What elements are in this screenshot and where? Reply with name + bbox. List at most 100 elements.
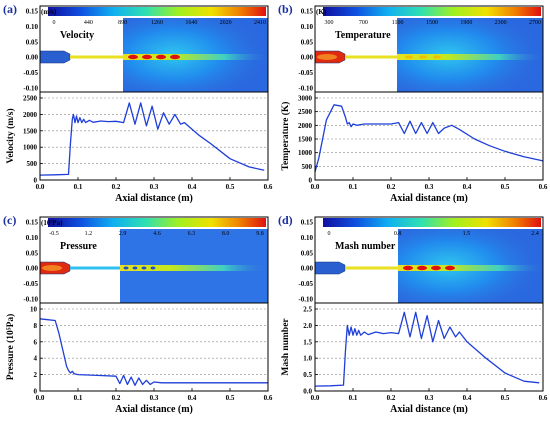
shock-cell: [405, 55, 413, 59]
x-tick-label: 0.5: [226, 394, 235, 402]
contour-y-tick-label: 0.00: [301, 54, 314, 62]
y-tick-label: 1500: [23, 127, 38, 135]
colorbar-tick-label: 1.2: [85, 231, 93, 237]
shock-cell: [123, 266, 129, 270]
contour-y-tick-label: 0.05: [26, 249, 39, 257]
y-tick-label: 500: [27, 160, 38, 168]
plot-area: [40, 92, 268, 180]
contour-y-tick-label: -0.10: [298, 296, 313, 304]
y-tick-label: 500: [302, 163, 313, 171]
jet-line: [70, 266, 120, 270]
panel-letter: (a): [3, 2, 17, 16]
x-tick-label: 0.4: [463, 183, 472, 191]
x-axis-label: Axial distance (m): [115, 193, 193, 204]
plot-area: [315, 92, 543, 180]
shock-cell: [403, 265, 413, 271]
shock-cell: [142, 54, 152, 60]
x-tick-label: 0.6: [539, 183, 548, 191]
y-tick-label: 8: [34, 322, 38, 330]
x-tick-label: 0.3: [150, 394, 159, 402]
contour-y-tick-label: 0.05: [301, 249, 314, 257]
shock-cell: [417, 265, 427, 271]
colorbar-tick-label: 1260: [151, 20, 163, 26]
y-tick-label: 2000: [298, 122, 313, 130]
y-tick-label: 2.5: [303, 306, 312, 314]
data-line: [39, 102, 265, 176]
jet-line: [70, 55, 123, 59]
y-tick-label: 2: [34, 371, 38, 379]
shock-cell: [445, 265, 455, 271]
contour-y-tick-label: 0.10: [301, 23, 314, 31]
contour-y-tick-label: 0.00: [26, 265, 39, 273]
x-tick-label: 0.1: [74, 394, 83, 402]
panel-c: (c)-0.5 1.2 2.9 4.6 6.3 8.0 9.80.150.100.050.0…: [3, 213, 273, 415]
shock-cell: [141, 266, 147, 270]
contour-y-tick-label: 0.15: [301, 8, 314, 16]
field-name-label: Pressure: [60, 241, 97, 252]
y-tick-label: 10: [30, 306, 38, 314]
nozzle: [314, 261, 346, 275]
y-tick-label: 0: [309, 177, 313, 185]
colorbar-tick-label: 890: [118, 20, 127, 26]
colorbar-tick-label: 0: [53, 20, 56, 26]
y-tick-label: 2000: [23, 111, 38, 119]
panel-letter: (c): [3, 213, 16, 227]
nozzle-core: [42, 265, 62, 271]
x-tick-label: 0.0: [36, 394, 45, 402]
x-tick-label: 0.4: [463, 394, 472, 402]
contour-y-tick-label: 0.15: [26, 8, 39, 16]
panel-letter: (d): [278, 213, 293, 227]
contour-y-tick-label: -0.05: [23, 280, 38, 288]
contour-y-tick-label: 0.05: [26, 38, 39, 46]
shock-cell: [431, 265, 441, 271]
jet-line: [345, 55, 397, 59]
colorbar-tick-label: 1640: [185, 20, 197, 26]
y-tick-label: 1000: [23, 144, 38, 152]
plot-frame: [314, 91, 544, 181]
x-axis-label: Axial distance (m): [115, 404, 193, 415]
x-tick-label: 0.1: [349, 183, 358, 191]
x-tick-label: 0.3: [425, 394, 434, 402]
x-tick-label: 0.3: [425, 183, 434, 191]
x-tick-label: 0.2: [387, 183, 396, 191]
colorbar-tick-label: 9.8: [256, 231, 264, 237]
jet-line: [345, 266, 398, 270]
panel-a: (a)0 440 890 1260 1640 2020 24100.150.100.050.…: [3, 2, 273, 204]
colorbar-tick-label: 700: [359, 20, 368, 26]
panel-b: (b)300 700 1100 1500 1900 2300 27000.150.100.0…: [278, 2, 548, 204]
contour-y-tick-label: -0.05: [298, 280, 313, 288]
contour-y-tick-label: 0.10: [26, 23, 39, 31]
y-axis-label: Mash number: [281, 318, 291, 376]
x-tick-label: 0.0: [311, 183, 320, 191]
contour-y-tick-label: 0.00: [301, 265, 314, 273]
field-name-label: Temperature: [335, 30, 391, 41]
plume: [398, 265, 543, 271]
field-name-label: Velocity: [60, 30, 94, 41]
colorbar-tick-label: 6.3: [188, 231, 196, 237]
contour-y-tick-label: -0.05: [298, 69, 313, 77]
y-tick-label: 2500: [23, 95, 38, 103]
plot-frame: [39, 302, 269, 392]
contour-y-tick-label: 0.10: [26, 234, 39, 242]
contour-y-tick-label: -0.10: [23, 296, 38, 304]
plot-area: [315, 303, 543, 391]
shock-cell: [433, 55, 441, 59]
colorbar-tick-label: 440: [84, 20, 93, 26]
colorbar-tick-label: 300: [325, 20, 334, 26]
x-tick-label: 0.4: [188, 394, 197, 402]
x-tick-label: 0.6: [264, 183, 273, 191]
contour-y-tick-label: 0.15: [26, 219, 39, 227]
y-tick-label: 1.0: [303, 355, 312, 363]
colorbar: [323, 218, 541, 227]
x-axis-label: Axial distance (m): [390, 193, 468, 204]
y-axis-label: Temperature (K): [280, 102, 291, 171]
x-tick-label: 0.5: [501, 394, 510, 402]
x-tick-label: 0.6: [539, 394, 548, 402]
shock-cell: [419, 55, 427, 59]
y-tick-label: 1500: [298, 136, 313, 144]
x-tick-label: 0.0: [36, 183, 45, 191]
x-tick-label: 0.5: [226, 183, 235, 191]
contour-y-tick-label: 0.10: [301, 234, 314, 242]
plume: [123, 54, 268, 60]
